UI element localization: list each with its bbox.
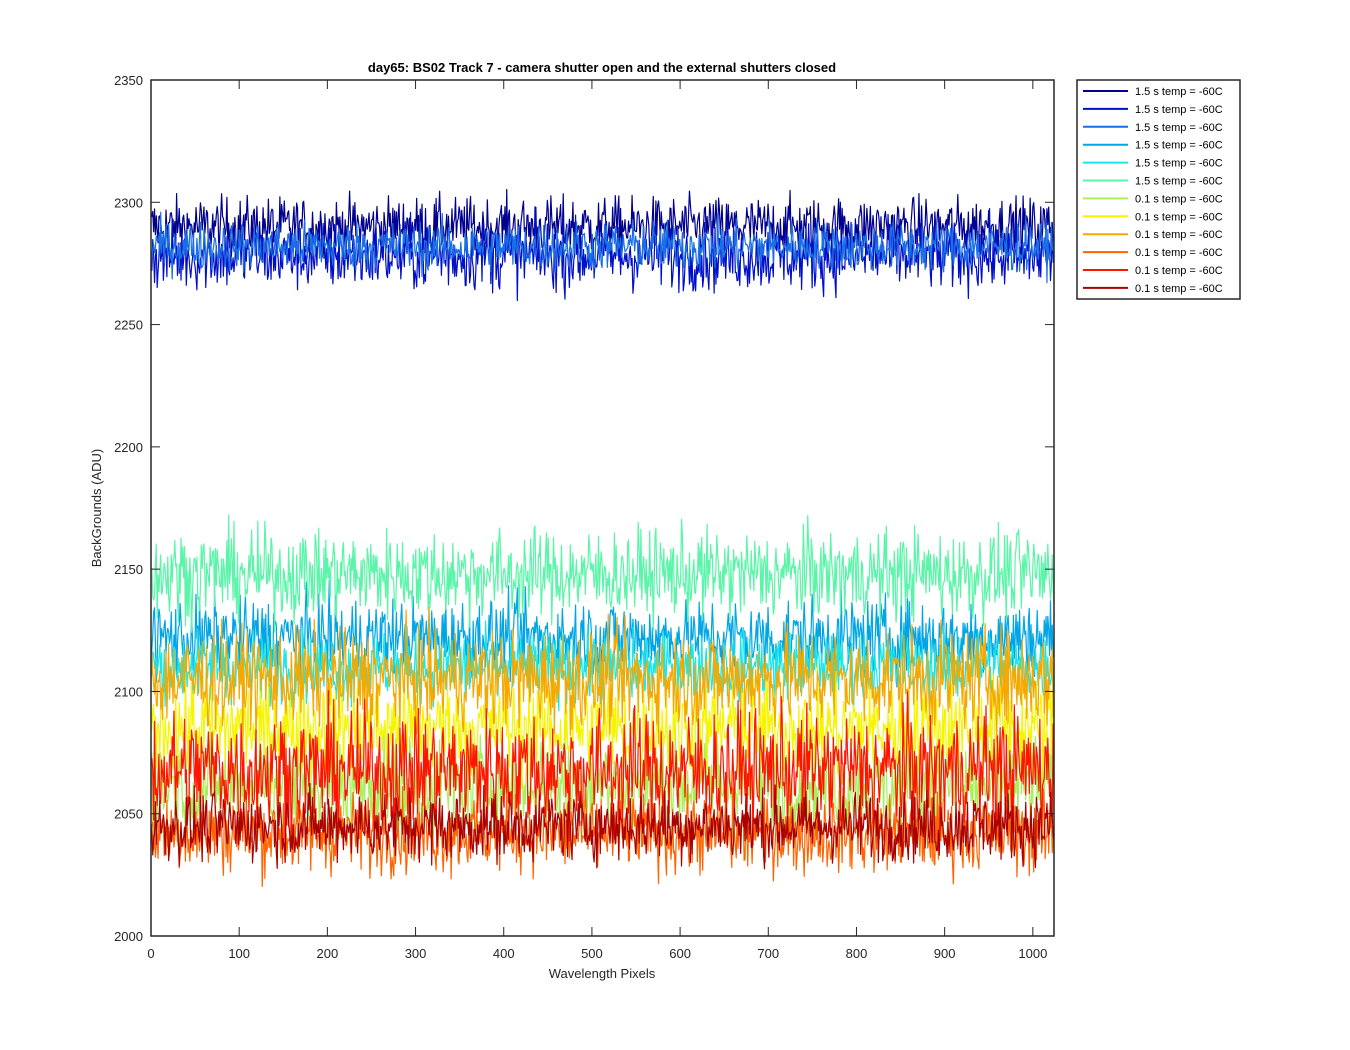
legend-box	[1076, 79, 1241, 300]
x-tick-label: 900	[934, 946, 956, 961]
legend-label: 0.1 s temp = -60C	[1135, 193, 1223, 205]
chart-title: day65: BS02 Track 7 - camera shutter ope…	[368, 60, 836, 75]
series-line-3	[150, 211, 1055, 284]
series-line-12	[150, 782, 1055, 870]
series-line-6	[150, 514, 1055, 633]
series-line-9	[150, 606, 1055, 753]
legend-label: 1.5 s temp = -60C	[1135, 140, 1223, 152]
y-tick-label: 2100	[114, 684, 143, 699]
y-tick-label: 2050	[114, 807, 143, 822]
legend-label: 0.1 s temp = -60C	[1135, 283, 1223, 295]
x-tick-label: 100	[228, 946, 250, 961]
x-tick-label: 1000	[1018, 946, 1047, 961]
y-axis-label: BackGrounds (ADU)	[89, 449, 104, 567]
x-tick-label: 400	[493, 946, 515, 961]
x-tick-label: 300	[405, 946, 427, 961]
legend-label: 0.1 s temp = -60C	[1135, 229, 1223, 241]
y-tick-label: 2150	[114, 562, 143, 577]
legend-label: 0.1 s temp = -60C	[1135, 265, 1223, 277]
y-tick-label: 2200	[114, 440, 143, 455]
legend: 1.5 s temp = -60C 1.5 s temp = -60C 1.5 s …	[1076, 79, 1241, 300]
legend-label: 1.5 s temp = -60C	[1135, 122, 1223, 134]
x-axis-label: Wavelength Pixels	[549, 966, 656, 981]
series-layer	[150, 188, 1055, 888]
legend-label: 1.5 s temp = -60C	[1135, 86, 1223, 98]
x-tick-label: 500	[581, 946, 603, 961]
tick-layer: 0 100 200 300 400 500 600 700 800 900 1000 2000 2050…	[114, 73, 1054, 961]
x-tick-label: 800	[846, 946, 868, 961]
x-tick-label: 200	[317, 946, 339, 961]
legend-label: 1.5 s temp = -60C	[1135, 158, 1223, 170]
y-tick-label: 2300	[114, 195, 143, 210]
x-tick-label: 600	[669, 946, 691, 961]
y-tick-label: 2250	[114, 318, 143, 333]
legend-label: 1.5 s temp = -60C	[1135, 176, 1223, 188]
legend-label: 1.5 s temp = -60C	[1135, 104, 1223, 116]
series-line-11	[150, 690, 1055, 848]
legend-label: 0.1 s temp = -60C	[1135, 211, 1223, 223]
y-tick-label: 2350	[114, 73, 143, 88]
legend-label: 0.1 s temp = -60C	[1135, 247, 1223, 259]
x-tick-label: 0	[147, 946, 154, 961]
y-tick-label: 2000	[114, 929, 143, 944]
axes-box	[150, 79, 1055, 937]
x-tick-label: 700	[757, 946, 779, 961]
series-line-1	[150, 188, 1055, 266]
